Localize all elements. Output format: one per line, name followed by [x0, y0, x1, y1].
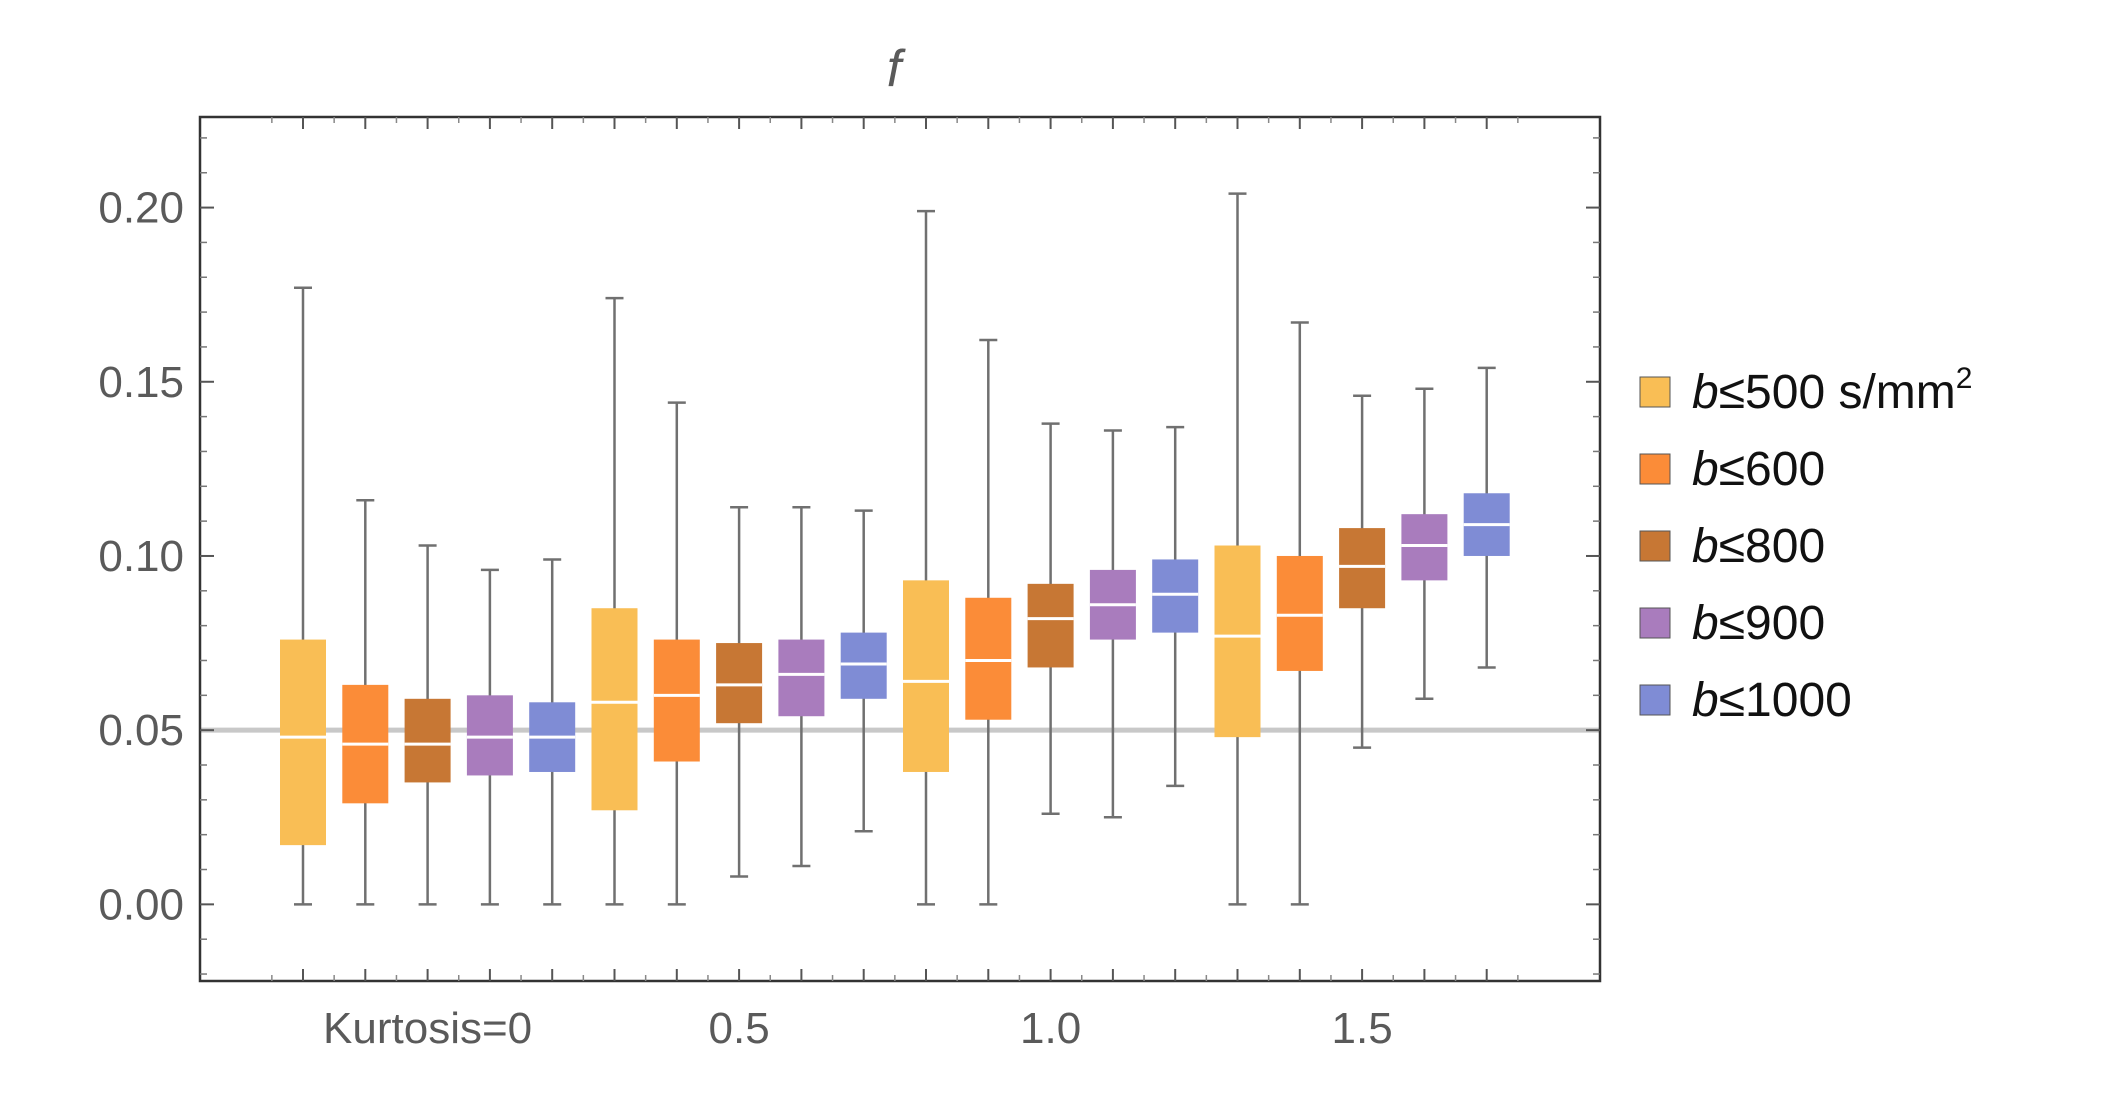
box-body: [280, 639, 326, 846]
legend-label: b≤600: [1692, 443, 1825, 496]
legend-swatch: [1639, 376, 1671, 408]
box-body: [903, 580, 949, 772]
box-4-group-2: [778, 505, 825, 868]
legend-label: b≤500 s/mm2: [1692, 362, 1972, 419]
box-2-group-4: [1276, 321, 1323, 906]
legend-label: b≤1000: [1692, 674, 1852, 727]
legend-item: b≤500 s/mm2: [1639, 362, 1972, 419]
box-3-group-1: [404, 544, 451, 906]
y-tick-label: 0.15: [98, 358, 184, 407]
plot-frame: [198, 115, 1602, 983]
x-category-label: 1.0: [1020, 1004, 1081, 1053]
box-1-group-1: [280, 286, 326, 906]
chart-title: f: [887, 40, 906, 98]
x-category-label: 1.5: [1332, 1004, 1393, 1053]
legend-swatch: [1639, 453, 1671, 485]
box-2-group-2: [653, 401, 700, 906]
y-tick-label: 0.20: [98, 184, 184, 233]
box-body: [778, 639, 825, 717]
box-body: [716, 643, 763, 724]
box-body: [840, 632, 887, 699]
box-body: [466, 695, 513, 776]
box-body: [1276, 555, 1323, 671]
box-1-group-2: [591, 296, 638, 906]
box-body: [591, 608, 638, 811]
legend-item: b≤1000: [1639, 674, 1852, 727]
box-body: [1027, 583, 1074, 668]
box-2-group-3: [965, 338, 1012, 906]
legend-label: b≤900: [1692, 597, 1825, 650]
x-category-label: Kurtosis=0: [323, 1004, 532, 1053]
plot-area: 0.00 0.05 0.10 0.15 0.20 Kurtosis=0 0.5 1.0 1.5: [98, 115, 1602, 1053]
box-body: [965, 597, 1012, 720]
y-tick-label: 0.05: [98, 706, 184, 755]
legend-item: b≤800: [1639, 520, 1825, 573]
box-body: [1401, 514, 1448, 581]
y-tick-label: 0.10: [98, 532, 184, 581]
box-3-group-2: [716, 505, 763, 878]
box-body: [1339, 528, 1386, 609]
legend-swatch: [1639, 530, 1671, 562]
legend-label: b≤800: [1692, 520, 1825, 573]
box-4-group-4: [1401, 387, 1448, 701]
box-3-group-4: [1339, 394, 1386, 749]
legend-item: b≤600: [1639, 443, 1825, 496]
box-1-group-3: [903, 209, 949, 906]
box-5-group-1: [529, 558, 576, 906]
box-3-group-3: [1027, 422, 1074, 816]
box-1-group-4: [1214, 192, 1261, 906]
box-body: [404, 698, 451, 783]
box-body: [1214, 545, 1261, 738]
box-5-group-3: [1152, 425, 1199, 788]
box-5-group-2: [840, 509, 887, 833]
legend: b≤500 s/mm2 b≤600 b≤800 b≤900 b≤1000: [1639, 362, 1972, 727]
legend-swatch: [1639, 684, 1671, 716]
box-5-group-4: [1463, 366, 1510, 669]
box-body: [1152, 559, 1199, 633]
box-2-group-1: [342, 498, 389, 906]
box-4-group-1: [466, 568, 513, 906]
x-category-label: 0.5: [709, 1004, 770, 1053]
y-tick-label: 0.00: [98, 880, 184, 929]
box-body: [653, 639, 700, 762]
box-4-group-3: [1089, 429, 1136, 819]
legend-item: b≤900: [1639, 597, 1825, 650]
legend-swatch: [1639, 607, 1671, 639]
